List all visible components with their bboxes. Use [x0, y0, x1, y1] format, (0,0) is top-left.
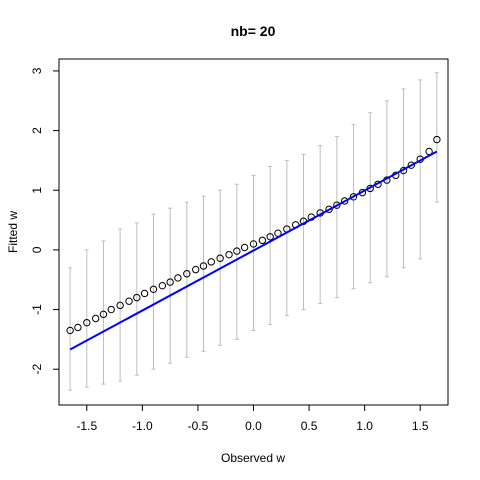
- x-tick-label: 0.5: [301, 419, 318, 433]
- y-tick-label: 2: [30, 127, 44, 134]
- data-point: [192, 265, 200, 274]
- x-tick-label: 1.0: [356, 419, 373, 433]
- data-point: [66, 326, 74, 335]
- data-point: [133, 293, 141, 302]
- data-point: [325, 205, 333, 214]
- y-axis-label: Fitted w: [6, 211, 20, 253]
- data-point: [225, 250, 233, 259]
- data-point: [407, 161, 416, 169]
- data-point: [216, 254, 224, 262]
- data-point: [240, 243, 249, 252]
- x-tick-label: -1.0: [132, 419, 153, 433]
- data-point: [166, 278, 174, 286]
- chart-title: nb= 20: [231, 23, 276, 39]
- y-tick-label: 1: [30, 187, 44, 194]
- data-point: [258, 236, 267, 245]
- data-point: [174, 274, 182, 282]
- data-point: [149, 285, 158, 293]
- x-tick-label: -1.5: [76, 419, 97, 433]
- y-tick-label: 0: [30, 246, 44, 253]
- data-point: [116, 301, 124, 310]
- data-point: [158, 281, 167, 290]
- data-point: [83, 318, 91, 327]
- y-tick-label: 3: [30, 67, 44, 74]
- data-point: [249, 240, 258, 248]
- x-tick-label: 0.0: [245, 419, 262, 433]
- data-point: [340, 197, 349, 205]
- data-point: [99, 310, 108, 319]
- x-tick-label: -0.5: [188, 419, 209, 433]
- data-point: [433, 135, 441, 144]
- error-bar-layer: [68, 72, 439, 391]
- x-axis: -1.5 -1.0 -0.5 0.0 0.5 1.0 1.5: [76, 404, 429, 433]
- data-point: [91, 314, 100, 323]
- x-tick-label: 1.5: [412, 419, 429, 433]
- data-point: [349, 193, 358, 201]
- data-point: [207, 258, 215, 266]
- y-tick-label: -2: [30, 364, 44, 375]
- point-layer: [66, 135, 441, 335]
- data-point: [107, 305, 115, 314]
- data-point: [266, 233, 274, 241]
- data-point: [140, 289, 149, 298]
- data-point: [199, 262, 208, 270]
- fit-line-layer: [69, 150, 438, 351]
- data-point: [333, 201, 341, 209]
- data-point: [74, 323, 82, 332]
- fit-line: [69, 150, 438, 351]
- data-point: [183, 270, 191, 278]
- y-axis: -2 -1 0 1 2 3: [30, 67, 60, 375]
- data-point: [125, 297, 133, 305]
- x-axis-label: Observed w: [221, 451, 285, 465]
- data-point: [233, 247, 241, 255]
- y-tick-label: -1: [30, 304, 44, 315]
